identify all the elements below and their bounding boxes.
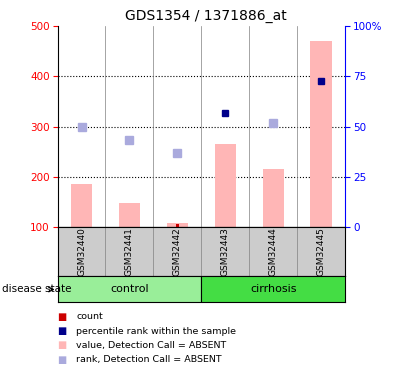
Text: GSM32443: GSM32443 — [221, 227, 230, 276]
Text: control: control — [110, 284, 149, 294]
Text: ■: ■ — [58, 326, 67, 336]
Bar — [310, 41, 332, 227]
Bar — [201, 276, 345, 302]
Text: GSM32440: GSM32440 — [77, 227, 86, 276]
Text: GDS1354 / 1371886_at: GDS1354 / 1371886_at — [125, 9, 286, 23]
Text: ■: ■ — [58, 312, 67, 322]
Text: cirrhosis: cirrhosis — [250, 284, 297, 294]
Text: ■: ■ — [58, 340, 67, 350]
Text: disease state: disease state — [2, 285, 72, 294]
Text: value, Detection Call = ABSENT: value, Detection Call = ABSENT — [76, 341, 226, 350]
Text: count: count — [76, 312, 103, 321]
Bar — [71, 184, 92, 227]
Text: rank, Detection Call = ABSENT: rank, Detection Call = ABSENT — [76, 355, 222, 364]
Bar — [176, 224, 179, 227]
Text: GSM32442: GSM32442 — [173, 227, 182, 276]
Bar — [166, 223, 188, 227]
Text: percentile rank within the sample: percentile rank within the sample — [76, 327, 236, 336]
Bar — [263, 169, 284, 227]
Text: GSM32441: GSM32441 — [125, 227, 134, 276]
Text: ■: ■ — [58, 355, 67, 364]
Text: GSM32445: GSM32445 — [317, 227, 326, 276]
Bar — [119, 203, 140, 227]
Bar — [215, 144, 236, 227]
Bar — [58, 276, 201, 302]
Text: GSM32444: GSM32444 — [269, 227, 278, 276]
